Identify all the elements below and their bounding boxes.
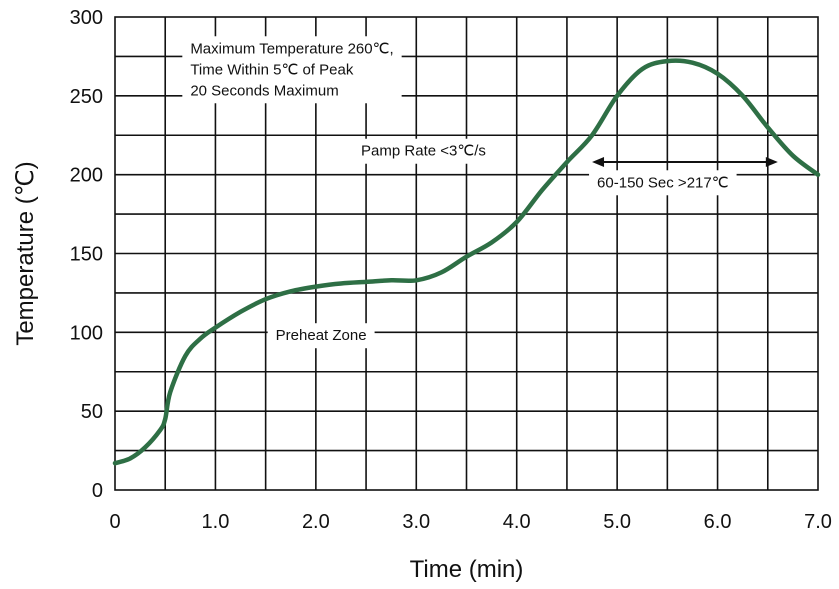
arrow-head-left bbox=[592, 157, 605, 168]
y-tick-label: 200 bbox=[70, 165, 103, 187]
grid bbox=[115, 17, 818, 490]
annotation-background bbox=[589, 170, 737, 196]
x-tick-label: 6.0 bbox=[704, 511, 732, 533]
y-tick-label: 150 bbox=[70, 244, 103, 266]
annotation-peak: Maximum Temperature 260℃, Time Within 5℃ … bbox=[190, 40, 393, 99]
x-tick-label: 1.0 bbox=[202, 511, 230, 533]
y-tick-label: 0 bbox=[92, 480, 103, 502]
annotation-text: Time Within 5℃ of Peak bbox=[190, 61, 354, 78]
x-axis-title: Time (min) bbox=[410, 556, 524, 583]
x-tick-label: 0 bbox=[109, 511, 120, 533]
x-axis-tick-labels: 0 1.0 2.0 3.0 4.0 5.0 6.0 7.0 bbox=[109, 511, 831, 533]
plot-frame bbox=[114, 16, 819, 491]
x-tick-label: 2.0 bbox=[302, 511, 330, 533]
annotations: Maximum Temperature 260℃, Time Within 5℃ … bbox=[190, 40, 728, 344]
y-tick-label: 300 bbox=[70, 7, 103, 29]
annotation-text: 60-150 Sec >217℃ bbox=[597, 174, 729, 191]
annotation-background bbox=[182, 36, 402, 104]
arrow-head-right bbox=[765, 157, 778, 168]
y-tick-label: 100 bbox=[70, 322, 103, 344]
annotation-background bbox=[353, 138, 494, 164]
annotation-backgrounds bbox=[182, 36, 737, 349]
annotation-reflow: 60-150 Sec >217℃ bbox=[597, 174, 729, 191]
annotation-preheat: Preheat Zone bbox=[276, 327, 367, 344]
y-tick-label: 50 bbox=[81, 401, 103, 423]
annotation-background bbox=[267, 323, 375, 349]
x-tick-label: 3.0 bbox=[402, 511, 430, 533]
x-tick-label: 7.0 bbox=[804, 511, 832, 533]
annotation-ramp: Pamp Rate <3℃/s bbox=[361, 143, 486, 160]
y-axis-tick-labels: 0 50 100 150 200 250 300 bbox=[70, 7, 103, 502]
reflow-duration-arrow bbox=[592, 157, 778, 168]
y-tick-label: 250 bbox=[70, 86, 103, 108]
y-axis-title: Temperature (℃) bbox=[12, 161, 39, 345]
annotation-text: Maximum Temperature 260℃, bbox=[190, 40, 393, 57]
annotation-text: Pamp Rate <3℃/s bbox=[361, 143, 486, 160]
annotation-text: Preheat Zone bbox=[276, 327, 367, 344]
x-tick-label: 4.0 bbox=[503, 511, 531, 533]
x-tick-label: 5.0 bbox=[603, 511, 631, 533]
temperature-curve bbox=[112, 58, 821, 466]
annotation-text: 20 Seconds Maximum bbox=[190, 82, 338, 99]
